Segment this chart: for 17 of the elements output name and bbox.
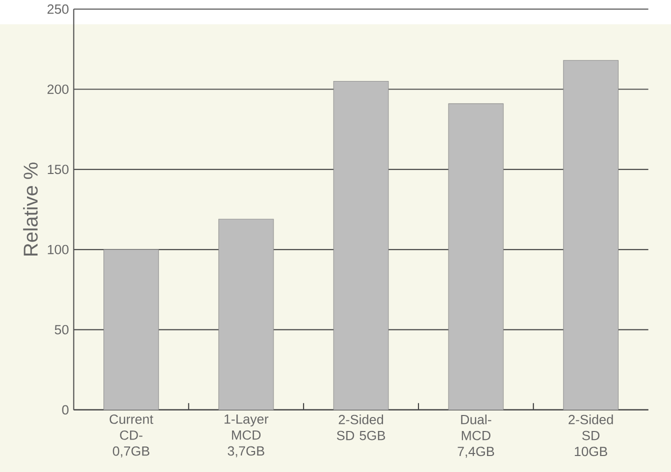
bar xyxy=(104,249,159,410)
x-tick-label: Current CD- 0,7GB xyxy=(110,414,154,458)
bar xyxy=(563,60,619,410)
y-tick-label: 250 xyxy=(48,4,69,14)
x-tick-label: 2-Sided SD 5GB xyxy=(336,414,386,440)
x-tick-label: 2-Sided SD 10GB xyxy=(568,414,613,456)
bar xyxy=(218,218,274,410)
y-tick-label: 0 xyxy=(62,405,69,414)
y-tick-label: 50 xyxy=(54,324,69,334)
bar xyxy=(333,80,389,410)
bar xyxy=(448,103,504,410)
y-tick-label: 150 xyxy=(48,164,69,174)
y-tick-label: 200 xyxy=(48,84,69,94)
y-axis-title: Relative % xyxy=(23,162,38,256)
x-tick-label: 1-Layer MCD 3,7GB xyxy=(224,414,268,458)
y-tick-label: 100 xyxy=(48,244,69,254)
x-tick-label: Dual- MCD 7,4GB xyxy=(458,414,494,458)
